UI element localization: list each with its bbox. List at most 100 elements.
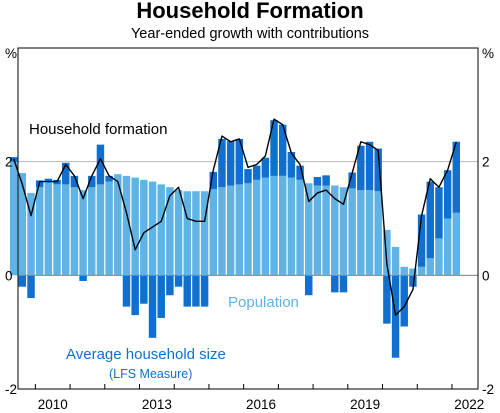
bar-average-household-size [44,178,53,182]
y-tick-label-right: 2 [482,155,490,170]
bar-average-household-size [383,275,391,324]
bar-population [62,184,70,276]
bar-population [331,185,339,276]
bar-population [322,185,330,276]
bar-population [409,268,417,276]
bar-average-household-size [140,275,148,304]
bar-population [348,188,356,276]
y-tick-label-right: -2 [482,382,494,397]
bar-population [400,266,408,276]
bars [9,120,461,358]
bar-average-household-size [261,157,270,178]
bar-population [261,177,270,276]
bar-population [218,187,226,276]
bar-average-household-size [88,175,96,188]
bar-average-household-size [192,275,200,307]
bar-population [452,212,461,276]
bar-population [305,183,313,276]
bar-average-household-size [400,275,408,327]
annotation-average-household-size: Average household size [66,346,226,363]
bar-average-household-size [357,145,365,191]
bar-average-household-size [148,275,157,338]
bar-average-household-size [313,177,322,186]
bar-average-household-size [305,275,313,296]
bar-average-household-size [70,175,79,188]
chart-subtitle: Year-ended growth with contributions [131,26,369,42]
bar-average-household-size [365,141,374,191]
y-tick-label-left: 2 [5,155,13,170]
bar-average-household-size [252,165,261,180]
bar-average-household-size [296,165,304,180]
bar-population [226,185,235,276]
bar-average-household-size [322,175,330,186]
bar-population [114,174,122,276]
bar-average-household-size [27,275,35,299]
bar-population [105,181,113,276]
plot-frame [17,47,479,390]
bar-average-household-size [226,141,235,186]
bar-average-household-size [348,172,356,189]
bar-population [166,187,174,276]
bar-average-household-size [18,275,27,287]
bar-population [296,179,304,276]
household-formation-line [12,118,457,316]
bar-average-household-size [417,214,426,267]
bar-population [200,191,209,276]
bar-population [339,187,348,276]
bar-average-household-size [443,170,452,219]
bar-average-household-size [105,175,113,182]
bar-average-household-size [270,120,278,176]
bar-average-household-size [244,169,252,184]
bar-population [9,161,18,276]
bar-population [131,177,139,276]
bar-population [192,191,200,276]
bar-population [313,185,322,276]
bar-population [53,184,61,276]
bar-average-household-size [452,141,461,213]
bar-average-household-size [79,275,87,282]
bar-average-household-size [426,181,434,259]
bar-average-household-size [62,162,70,185]
annotation-population: Population [228,294,299,311]
chart-title: Household Formation [136,0,363,23]
bar-average-household-size [339,275,348,293]
bar-population [435,238,443,276]
bar-population [383,229,391,276]
bar-population [183,191,191,276]
bar-population [27,192,35,276]
bar-population [209,188,218,276]
bar-average-household-size [209,171,218,189]
bar-population [365,190,374,276]
bar-population [426,258,434,276]
bar-population [278,175,287,276]
bar-population [417,266,426,276]
bar-population [374,191,382,276]
bar-population [96,184,105,276]
x-tick-label: 2019 [350,397,380,412]
bar-average-household-size [157,275,165,318]
bar-population [44,181,53,276]
annotation-lfs-measure: (LFS Measure) [109,367,192,381]
bar-population [157,184,165,276]
bar-population [174,190,183,276]
bar-average-household-size [166,275,174,296]
y-tick-label-left: -2 [5,382,17,397]
x-tick-label: 2013 [142,397,172,412]
bar-population [79,190,87,276]
bar-population [122,175,131,276]
bar-population [391,246,400,276]
bar-average-household-size [409,275,417,287]
household-formation-line-layer [12,118,478,316]
bar-average-household-size [374,148,382,192]
bar-population [88,187,96,276]
bar-population [252,179,261,276]
x-tick-label: 2010 [38,397,68,412]
bar-average-household-size [435,187,443,239]
annotation-household-formation: Household formation [29,121,167,138]
bar-average-household-size [183,275,191,307]
bar-population [357,190,365,276]
bar-population [140,179,148,276]
bar-population [443,218,452,276]
bar-population [35,187,44,276]
